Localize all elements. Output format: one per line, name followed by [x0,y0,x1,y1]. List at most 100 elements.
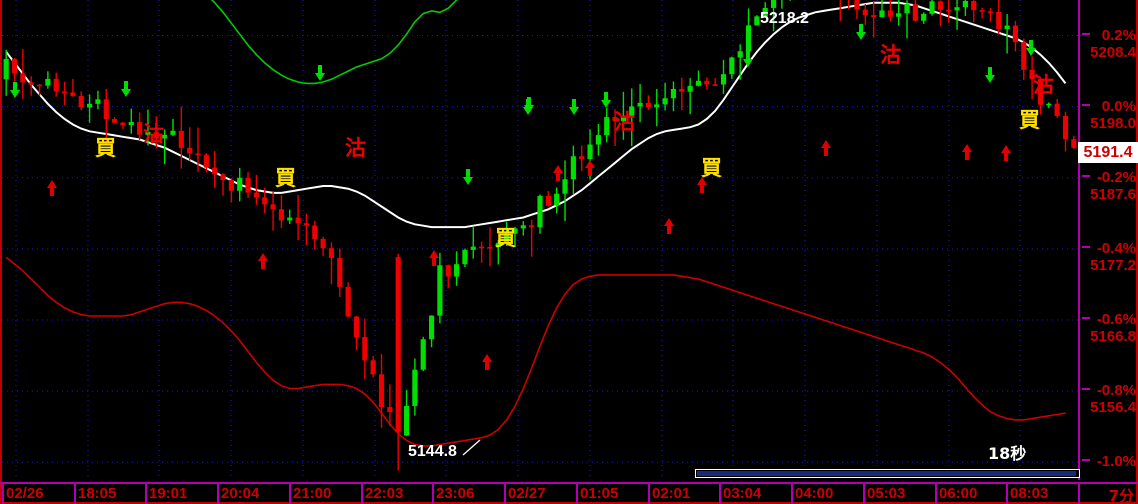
candle-body [537,196,543,228]
candle-body [203,154,209,168]
candle-body [362,336,368,361]
arrow-up-icon [429,250,439,266]
candle-body [403,405,410,436]
grid [2,0,1078,480]
candle-body [996,11,1002,30]
signal-sell-label: 沽 [143,122,164,146]
candle-body [270,204,276,210]
candle-body [353,316,360,337]
arrow-up-icon [821,140,831,156]
price-axis[interactable]: 0.2% 5208.4 0.0% 5198.0 -0.2% 5187.6 -0.4% 5177… [1078,0,1138,480]
candle-body [887,10,893,17]
candle-body [437,265,443,316]
candlestick-plot-area[interactable] [2,0,1078,480]
candle-body [754,16,760,26]
arrow-down-icon [1026,40,1036,56]
horizontal-scrollbar[interactable] [695,469,1080,478]
arrow-down-icon [315,65,325,81]
candle-body [428,315,435,340]
candle-body [320,238,326,249]
time-tick [1078,482,1080,504]
time-tick [217,482,219,504]
time-label: 08:03 [1010,485,1049,502]
candle-body [612,117,618,122]
candle-body [620,115,626,122]
tick-value: 5198.0 [1090,114,1136,132]
candle-body [53,78,59,92]
candle-body [20,73,26,83]
candle-body [929,1,935,14]
time-label: 22:03 [365,485,404,502]
time-label: 23:06 [436,485,475,502]
time-tick [289,482,291,504]
candle-body [962,0,968,8]
tick-value: 5208.4 [1090,43,1136,61]
candle-body [412,369,418,406]
period-label: 7分 [1108,487,1134,504]
arrow-up-icon [697,177,707,193]
tick-dash [1082,103,1090,106]
candle-body [103,99,109,120]
time-label: 05:03 [867,485,906,502]
arrow-up-icon [585,160,595,176]
candle-body [337,258,343,287]
candle-body [712,84,718,86]
signal-buy-label: 買 [95,136,116,160]
candle-body [137,121,143,135]
candle-body [595,135,601,145]
candle-body [420,339,426,370]
tick-percent: 0.2% [1101,26,1136,44]
price-tick: -0.8% 5156.4 [1080,382,1138,416]
candle-body [921,13,927,21]
tick-percent: -0.2% [1096,168,1136,186]
scrollbar-thumb[interactable] [697,471,1076,476]
tick-percent: -0.4% [1096,239,1136,257]
candle-body [395,257,401,432]
candle-body [862,9,868,16]
arrow-down-icon [463,169,473,185]
candle-body [212,167,218,175]
low-price-annotation: 5144.8 [408,443,457,460]
candle-body [70,92,76,96]
time-tick [719,482,721,504]
candle-body [220,174,226,180]
candles[interactable] [3,0,1077,471]
time-axis[interactable]: 7分 02/26 18:05 19:01 20:04 21:00 22:03 23:06 02… [0,482,1138,504]
signal-buy-label: 買 [701,156,722,180]
candle-body [128,121,134,126]
candle-body [262,197,268,205]
candle-body [86,103,93,108]
time-tick [74,482,76,504]
time-tick [361,482,363,504]
candle-body [470,246,476,250]
middle-line [5,1,1067,229]
candle-body [187,147,193,154]
candle-body [896,13,902,17]
candle-body [345,286,351,317]
candle-body [570,156,576,180]
candle-body [237,177,243,191]
time-label: 03:04 [723,485,762,502]
candle-body [112,119,118,123]
arrow-down-icon [121,81,131,97]
signal-sell-label: 沽 [345,136,366,160]
candle-body [579,156,585,160]
tick-value: 5156.4 [1090,399,1136,417]
candle-body [120,122,126,126]
candle-body [904,4,910,14]
candle-body [1037,78,1044,105]
chart-svg [2,0,1078,480]
candle-body [312,225,318,239]
tick-dash [1082,317,1090,319]
candle-body [912,4,918,21]
candle-body [729,57,735,75]
candle-body [95,99,101,104]
time-tick [863,482,865,504]
time-tick [1006,482,1008,504]
time-label: 02:01 [652,485,691,502]
candle-body [61,91,68,94]
arrow-down-icon [569,99,579,115]
candle-body [879,10,885,18]
signal-arrows [10,24,1036,370]
arrow-up-icon [962,144,972,160]
